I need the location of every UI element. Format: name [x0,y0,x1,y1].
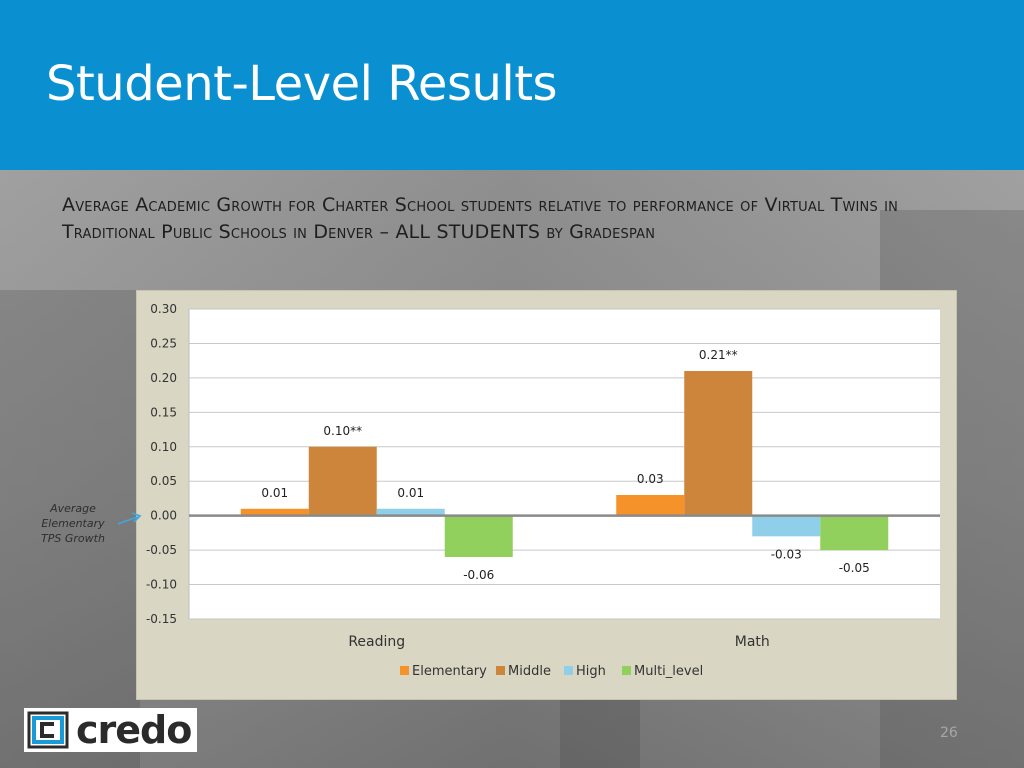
y-tick-label: 0.00 [150,509,177,523]
data-label: 0.01 [397,486,424,500]
category-label: Math [735,634,770,650]
y-tick-label: 0.20 [150,371,177,385]
slide-title: Student-Level Results [46,56,558,112]
category-label: Reading [348,634,405,650]
y-tick-label: -0.15 [146,612,177,626]
bar-multi_level-reading [444,515,513,557]
bar-high-reading [376,508,445,516]
y-tick-label: 0.25 [150,336,177,350]
data-label: -0.05 [839,561,870,575]
credo-logo-icon [27,711,69,749]
slide-header: Student-Level Results [0,0,1024,170]
bar-middle-reading [308,446,377,516]
chart-subtitle: Average Academic Growth for Charter Scho… [62,194,899,243]
bar-chart: 0.30 0.25 0.20 0.15 0.10 0.05 0.00 -0.05 -0.10 -0… [146,302,940,679]
legend-swatch-multi_level [622,666,631,675]
page-number: 26 [940,725,958,741]
bar-high-math [752,515,821,537]
legend-label: Elementary [412,664,487,679]
data-label: 0.03 [637,472,664,486]
bar-elementary-math [616,495,685,516]
bar-middle-math [684,371,753,516]
plot-area [189,309,940,619]
chart-panel: 0.30 0.25 0.20 0.15 0.10 0.05 0.00 -0.05 -0.10 -0… [136,290,957,700]
y-tick-label: 0.15 [150,405,177,419]
legend-swatch-middle [496,666,505,675]
legend-label: Middle [508,664,551,679]
y-tick-label: 0.30 [150,302,177,316]
y-tick-label: 0.10 [150,440,177,454]
y-tick-label: 0.05 [150,474,177,488]
data-label: -0.06 [463,568,494,582]
y-tick-label: -0.05 [146,543,177,557]
credo-logo: credo [24,708,197,752]
y-tick-label: -0.10 [146,578,177,592]
data-label: 0.21** [699,348,738,362]
annotation-arrow-icon [117,512,142,525]
credo-logo-text: credo [76,708,192,752]
legend-label: Multi_level [634,664,703,679]
data-label: 0.01 [261,486,288,500]
background-building [0,290,140,768]
bar-multi_level-math [820,515,889,551]
bar-elementary-reading [240,508,309,516]
legend-swatch-high [564,666,573,675]
legend-label: High [576,664,606,679]
data-label: -0.03 [771,547,802,561]
legend-swatch-elementary [400,666,409,675]
data-label: 0.10** [323,424,362,438]
elementary-tps-annotation: Average Elementary TPS Growth [41,502,105,545]
